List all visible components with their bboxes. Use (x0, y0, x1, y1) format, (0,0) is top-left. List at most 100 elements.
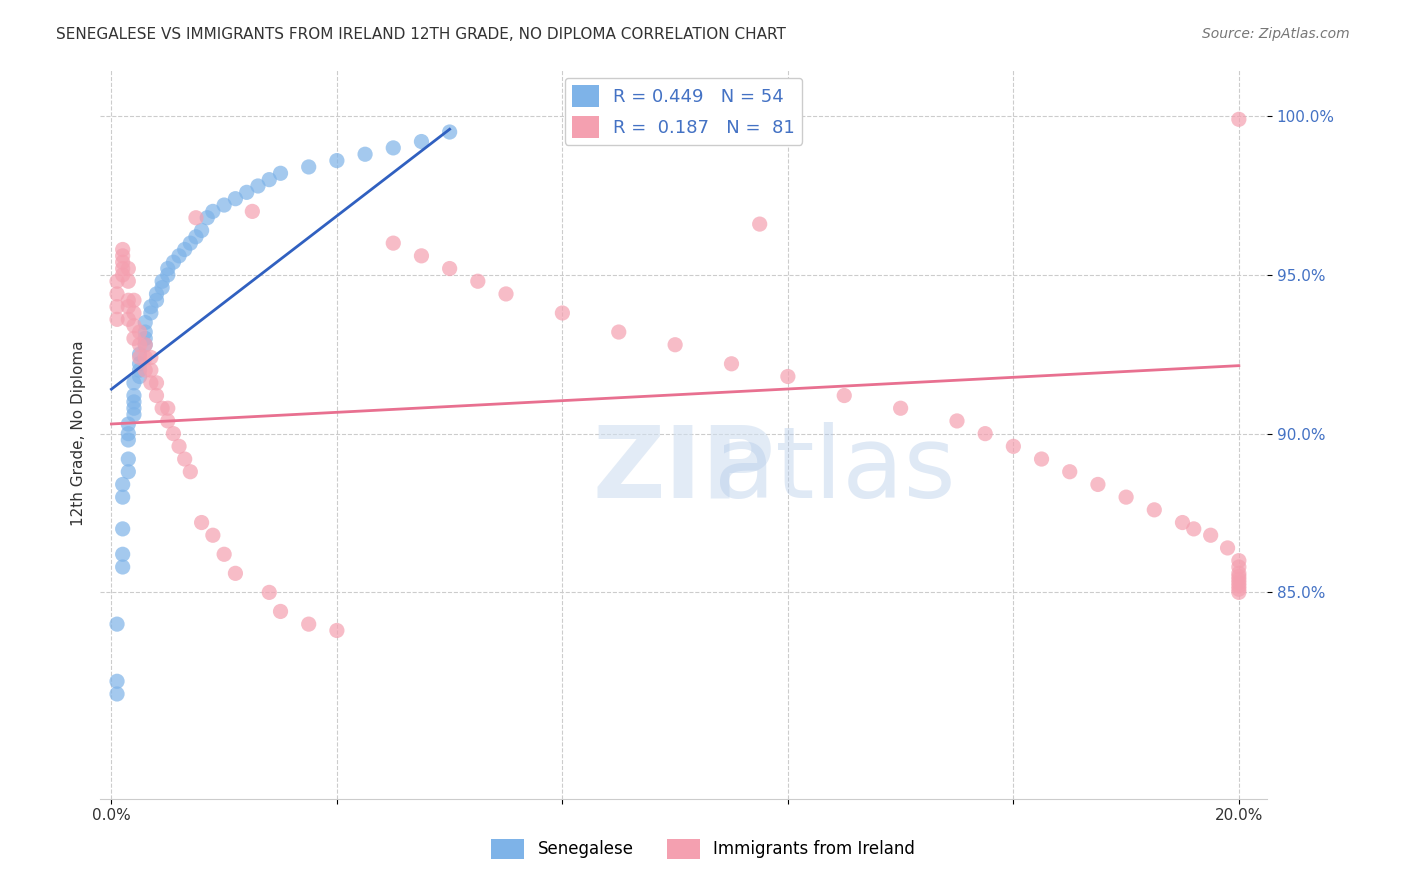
Point (117, 312, 139, 326)
Point (946, 414, 969, 428)
Point (212, 198, 235, 212)
Point (145, 287, 167, 301)
Point (270, 166, 292, 180)
Point (134, 331, 156, 345)
Point (257, 172, 280, 186)
Point (1227, 112, 1250, 127)
Point (411, 249, 433, 263)
Point (748, 217, 770, 231)
Point (173, 452, 195, 467)
Point (326, 624, 349, 638)
Point (1002, 439, 1025, 453)
Text: atlas: atlas (714, 422, 956, 518)
Point (1227, 582, 1250, 597)
Point (167, 439, 190, 453)
Point (122, 306, 145, 320)
Point (382, 141, 405, 155)
Point (105, 687, 128, 701)
Point (122, 401, 145, 416)
Point (117, 274, 139, 288)
Point (439, 261, 461, 276)
Point (224, 566, 246, 581)
Point (201, 528, 224, 542)
Point (179, 465, 201, 479)
Point (1227, 566, 1250, 581)
Point (128, 363, 150, 377)
Point (1227, 573, 1250, 587)
Point (117, 452, 139, 467)
Point (326, 153, 349, 168)
Point (134, 325, 156, 339)
Point (974, 426, 997, 441)
Point (162, 426, 184, 441)
Point (1227, 569, 1250, 583)
Point (298, 160, 321, 174)
Point (1227, 579, 1250, 593)
Point (439, 125, 461, 139)
Point (122, 408, 145, 422)
Point (1059, 465, 1081, 479)
Point (111, 522, 134, 536)
Point (105, 274, 128, 288)
Point (145, 293, 167, 308)
Point (1115, 490, 1137, 504)
Point (156, 401, 179, 416)
Point (111, 547, 134, 561)
Point (1227, 585, 1250, 599)
Point (145, 388, 167, 402)
Point (122, 395, 145, 409)
Point (890, 401, 912, 416)
Legend: R = 0.449   N = 54, R =  0.187   N =  81: R = 0.449 N = 54, R = 0.187 N = 81 (565, 78, 803, 145)
Point (195, 211, 218, 225)
Point (212, 547, 235, 561)
Point (201, 204, 224, 219)
Point (150, 274, 173, 288)
Point (607, 325, 630, 339)
Point (111, 477, 134, 491)
Point (117, 433, 139, 447)
Y-axis label: 12th Grade, No Diploma: 12th Grade, No Diploma (72, 341, 86, 526)
Point (354, 147, 377, 161)
Point (117, 300, 139, 314)
Point (122, 331, 145, 345)
Point (111, 249, 134, 263)
Point (134, 363, 156, 377)
Point (411, 135, 433, 149)
Text: SENEGALESE VS IMMIGRANTS FROM IRELAND 12TH GRADE, NO DIPLOMA CORRELATION CHART: SENEGALESE VS IMMIGRANTS FROM IRELAND 12… (56, 27, 786, 42)
Point (139, 363, 162, 377)
Point (105, 617, 128, 632)
Point (111, 268, 134, 282)
Point (720, 357, 742, 371)
Point (122, 293, 145, 308)
Point (298, 617, 321, 632)
Point (111, 490, 134, 504)
Legend: Senegalese, Immigrants from Ireland: Senegalese, Immigrants from Ireland (484, 832, 922, 866)
Point (551, 306, 574, 320)
Point (117, 293, 139, 308)
Point (1182, 522, 1205, 536)
Point (128, 351, 150, 365)
Point (117, 261, 139, 276)
Point (128, 325, 150, 339)
Point (128, 369, 150, 384)
Point (1227, 560, 1250, 574)
Point (111, 261, 134, 276)
Point (235, 186, 257, 200)
Point (105, 287, 128, 301)
Point (122, 376, 145, 390)
Text: Source: ZipAtlas.com: Source: ZipAtlas.com (1202, 27, 1350, 41)
Point (1171, 516, 1194, 530)
Point (150, 280, 173, 294)
Point (111, 255, 134, 269)
Point (139, 300, 162, 314)
Point (156, 261, 179, 276)
Point (122, 318, 145, 333)
Point (156, 414, 179, 428)
Point (117, 426, 139, 441)
Point (190, 223, 212, 237)
Point (105, 300, 128, 314)
Point (145, 376, 167, 390)
Point (179, 236, 201, 251)
Text: ZIP: ZIP (592, 422, 775, 518)
Point (467, 274, 489, 288)
